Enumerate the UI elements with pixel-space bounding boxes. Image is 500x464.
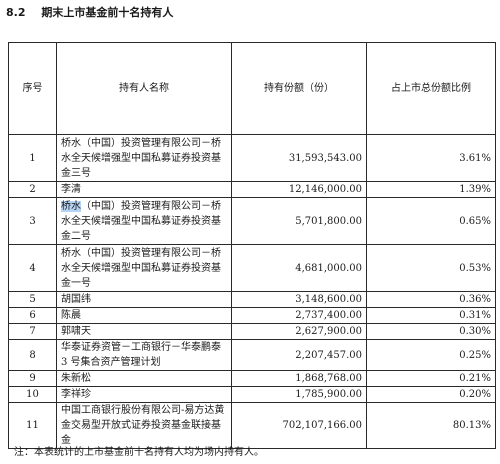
row-holder-name: 李清 — [56, 181, 232, 198]
row-holder-name: 朱新松 — [56, 370, 232, 387]
table-row: 10 李祥珍 1,785,900.00 0.20% — [8, 386, 496, 403]
row-seq: 2 — [8, 181, 57, 198]
row-shares: 2,737,400.00 — [231, 307, 367, 324]
row-seq: 7 — [8, 323, 57, 340]
row-shares: 3,148,600.00 — [231, 291, 367, 308]
row-shares: 5,701,800.00 — [231, 197, 367, 245]
table-row: 2 李清 12,146,000.00 1.39% — [8, 181, 496, 198]
row-ratio: 0.21% — [366, 370, 496, 387]
table-footnote: 注：本表统计的上市基金前十名持有人均为场内持有人。 — [14, 447, 264, 458]
row-holder-name: 桥水（中国）投资管理有限公司－桥水全天候增强型中国私募证券投资基金二号 — [56, 197, 232, 245]
row-holder-name: 陈晨 — [56, 307, 232, 324]
top-holders-table: 序号 持有人名称 持有份额（份） 占上市总份额比例 1 桥水（中国）投资管理有限… — [8, 42, 496, 449]
row-ratio: 0.25% — [366, 339, 496, 371]
row-seq: 9 — [8, 370, 57, 387]
row-holder-name: 郭啸天 — [56, 323, 232, 340]
row-shares: 702,107,166.00 — [231, 402, 367, 449]
row-ratio: 0.30% — [366, 323, 496, 340]
row-shares: 1,868,768.00 — [231, 370, 367, 387]
row-seq: 10 — [8, 386, 57, 403]
row-holder-name: 华泰证券资管－工商银行－华泰鹏泰 3 号集合资产管理计划 — [56, 339, 232, 371]
row-seq: 5 — [8, 291, 57, 308]
table-row: 8 华泰证券资管－工商银行－华泰鹏泰 3 号集合资产管理计划 2,207,457… — [8, 339, 496, 371]
row-holder-name-rest: （中国）投资管理有限公司－桥水全天候增强型中国私募证券投资基金二号 — [61, 200, 221, 242]
row-seq: 4 — [8, 244, 57, 292]
row-ratio: 0.53% — [366, 244, 496, 292]
row-ratio: 80.13% — [366, 402, 496, 449]
row-holder-name: 桥水（中国）投资管理有限公司－桥水全天候增强型中国私募证券投资基金三号 — [56, 134, 232, 182]
table-header-row: 序号 持有人名称 持有份额（份） 占上市总份额比例 — [8, 42, 496, 135]
row-shares: 2,207,457.00 — [231, 339, 367, 371]
section-number: 8.2 — [6, 6, 26, 19]
table-row: 5 胡国纬 3,148,600.00 0.36% — [8, 291, 496, 308]
selected-text-highlight[interactable]: 桥水 — [61, 200, 81, 212]
row-holder-name: 胡国纬 — [56, 291, 232, 308]
row-seq: 8 — [8, 339, 57, 371]
row-ratio: 0.65% — [366, 197, 496, 245]
row-ratio: 0.31% — [366, 307, 496, 324]
row-ratio: 0.20% — [366, 386, 496, 403]
section-title: 期末上市基金前十名持有人 — [41, 6, 174, 19]
section-heading: 8.2 期末上市基金前十名持有人 — [6, 4, 173, 20]
header-seq: 序号 — [8, 42, 57, 135]
table-row: 11 中国工商银行股份有限公司-易方达黄金交易型开放式证券投资基金联接基金 70… — [8, 402, 496, 449]
row-holder-name: 桥水（中国）投资管理有限公司－桥水全天候增强型中国私募证券投资基金一号 — [56, 244, 232, 292]
row-holder-name: 李祥珍 — [56, 386, 232, 403]
row-seq: 6 — [8, 307, 57, 324]
header-shares: 持有份额（份） — [231, 42, 367, 135]
row-ratio: 1.39% — [366, 181, 496, 198]
table-row: 4 桥水（中国）投资管理有限公司－桥水全天候增强型中国私募证券投资基金一号 4,… — [8, 244, 496, 292]
table-row: 7 郭啸天 2,627,900.00 0.30% — [8, 323, 496, 340]
row-seq: 3 — [8, 197, 57, 245]
table-row: 3 桥水（中国）投资管理有限公司－桥水全天候增强型中国私募证券投资基金二号 5,… — [8, 197, 496, 245]
row-seq: 11 — [8, 402, 57, 449]
table-row: 1 桥水（中国）投资管理有限公司－桥水全天候增强型中国私募证券投资基金三号 31… — [8, 134, 496, 182]
row-shares: 12,146,000.00 — [231, 181, 367, 198]
row-shares: 2,627,900.00 — [231, 323, 367, 340]
table-row: 6 陈晨 2,737,400.00 0.31% — [8, 307, 496, 324]
row-shares: 4,681,000.00 — [231, 244, 367, 292]
row-shares: 1,785,900.00 — [231, 386, 367, 403]
header-holder-name: 持有人名称 — [56, 42, 232, 135]
table-row: 9 朱新松 1,868,768.00 0.21% — [8, 370, 496, 387]
row-ratio: 0.36% — [366, 291, 496, 308]
row-ratio: 3.61% — [366, 134, 496, 182]
row-holder-name: 中国工商银行股份有限公司-易方达黄金交易型开放式证券投资基金联接基金 — [56, 402, 232, 449]
header-ratio: 占上市总份额比例 — [366, 42, 496, 135]
row-shares: 31,593,543.00 — [231, 134, 367, 182]
row-seq: 1 — [8, 134, 57, 182]
